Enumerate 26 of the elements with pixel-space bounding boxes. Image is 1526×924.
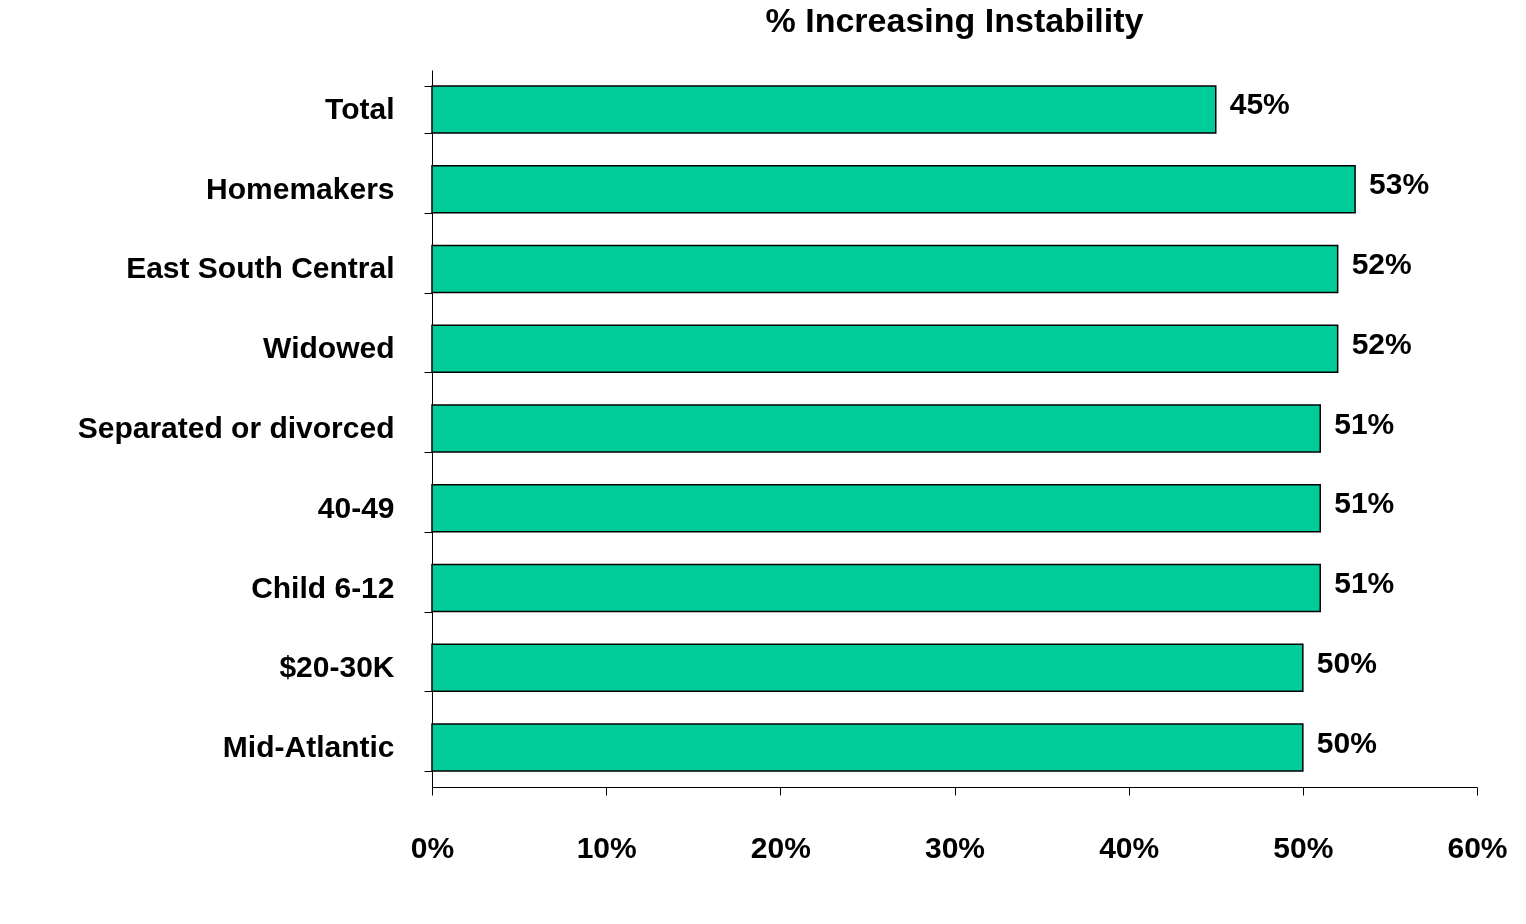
x-tick-label: 0% bbox=[410, 830, 455, 864]
y-tick-label: Total bbox=[325, 91, 395, 125]
y-tick-label: Homemakers bbox=[206, 171, 395, 205]
y-tick-label: Mid-Atlantic bbox=[222, 730, 395, 764]
data-label: 52% bbox=[1351, 246, 1412, 280]
y-tick-label: $20-30K bbox=[279, 650, 395, 684]
x-tick-label: 10% bbox=[576, 830, 637, 864]
x-tick-label: 40% bbox=[1099, 830, 1160, 864]
data-label: 52% bbox=[1351, 326, 1412, 360]
x-tick-label: 50% bbox=[1273, 830, 1334, 864]
data-label: 53% bbox=[1369, 167, 1430, 201]
x-tick-label: 60% bbox=[1447, 830, 1508, 864]
data-label: 45% bbox=[1229, 87, 1290, 121]
y-tick-label: Child 6-12 bbox=[251, 570, 395, 604]
data-label: 51% bbox=[1334, 406, 1395, 440]
chart-title: % Increasing Instability bbox=[765, 1, 1144, 39]
y-tick-label: Widowed bbox=[263, 331, 395, 365]
data-label: 50% bbox=[1316, 645, 1377, 679]
y-tick-label: East South Central bbox=[126, 251, 395, 285]
data-label: 51% bbox=[1334, 486, 1395, 520]
data-label: 51% bbox=[1334, 566, 1395, 600]
data-label: 50% bbox=[1316, 725, 1377, 759]
y-tick-label: 40-49 bbox=[317, 490, 395, 524]
y-tick-label: Separated or divorced bbox=[77, 411, 395, 444]
x-tick-label: 30% bbox=[924, 830, 986, 864]
x-tick-label: 20% bbox=[750, 830, 811, 864]
